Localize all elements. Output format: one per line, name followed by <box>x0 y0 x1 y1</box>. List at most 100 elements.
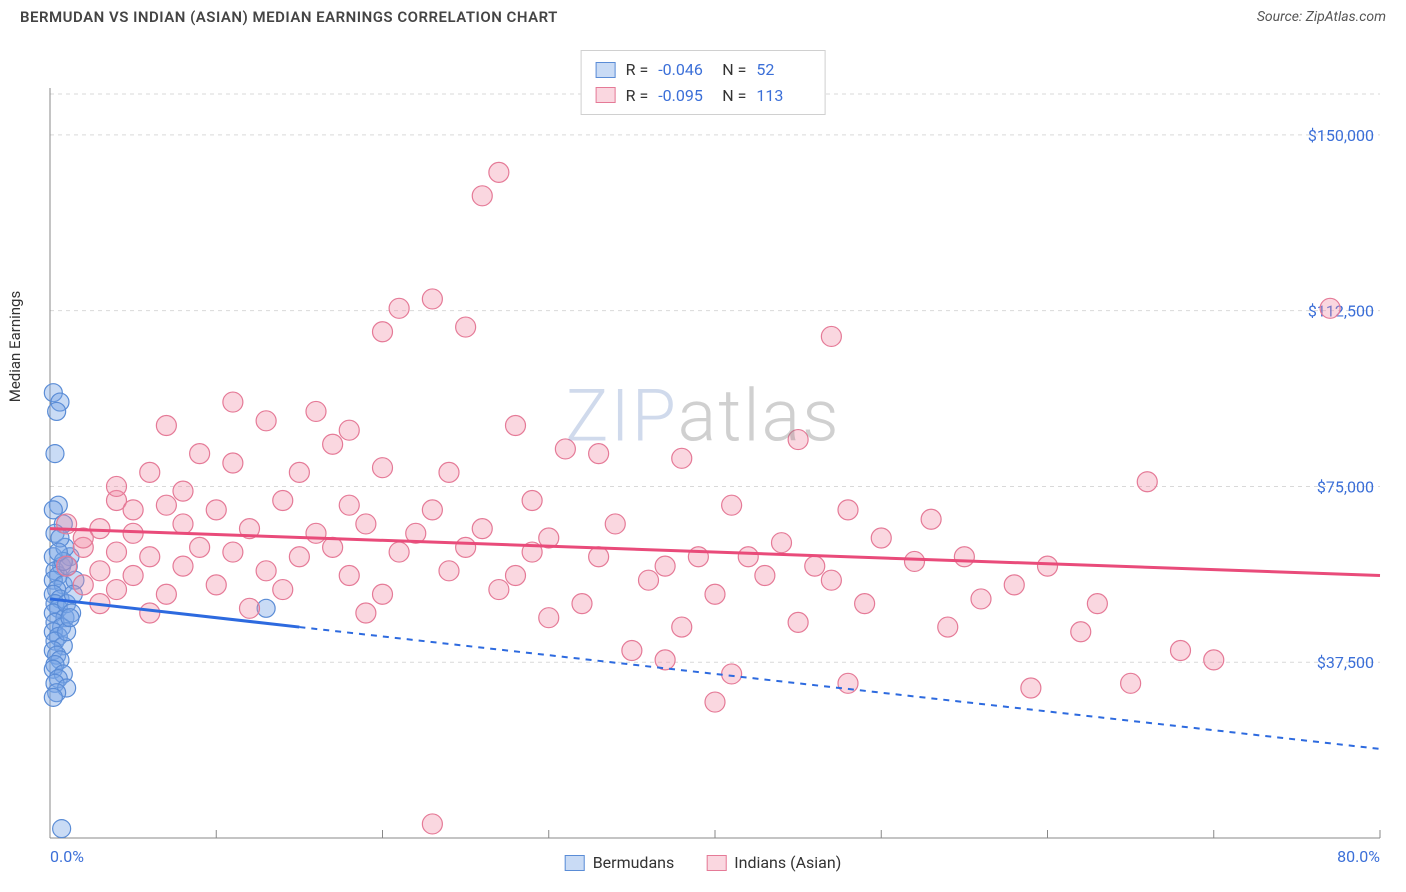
indians-point <box>339 495 359 515</box>
indians-point <box>506 566 526 586</box>
indians-point <box>539 608 559 628</box>
indians-point <box>323 537 343 557</box>
indians-point <box>905 551 925 571</box>
chart-source: Source: ZipAtlas.com <box>1257 9 1386 25</box>
indians-point <box>805 556 825 576</box>
indians-point <box>90 561 110 581</box>
indians-point <box>439 462 459 482</box>
indians-point <box>589 444 609 464</box>
indians-point <box>339 420 359 440</box>
series-legend: Bermudans Indians (Asian) <box>565 853 842 872</box>
indians-point <box>555 439 575 459</box>
legend-n-value: 113 <box>756 83 810 109</box>
indians-point <box>456 537 476 557</box>
indians-point <box>954 547 974 567</box>
legend-item-indians: Indians (Asian) <box>706 853 841 872</box>
bermudans-point <box>44 688 62 706</box>
legend-label: Bermudans <box>593 853 675 872</box>
indians-point <box>123 566 143 586</box>
indians-point <box>323 434 343 454</box>
indians-point <box>173 556 193 576</box>
indians-point <box>456 317 476 337</box>
chart-area: Median Earnings $37,500$75,000$112,500$1… <box>0 38 1406 878</box>
indians-point <box>289 462 309 482</box>
indians-point <box>788 612 808 632</box>
indians-point <box>140 462 160 482</box>
indians-point <box>123 523 143 543</box>
indians-point <box>472 186 492 206</box>
indians-point <box>306 523 326 543</box>
indians-point <box>223 392 243 412</box>
indians-point <box>1004 575 1024 595</box>
indians-point <box>373 458 393 478</box>
indians-point <box>705 692 725 712</box>
indians-point <box>422 289 442 309</box>
indians-point <box>971 589 991 609</box>
indians-point <box>755 566 775 586</box>
legend-swatch <box>596 62 616 78</box>
indians-point <box>772 533 792 553</box>
indians-point <box>605 514 625 534</box>
indians-point <box>1137 472 1157 492</box>
indians-point <box>256 411 276 431</box>
indians-point <box>373 584 393 604</box>
bermudans-point <box>48 402 66 420</box>
correlation-legend: R =-0.046N =52R =-0.095N =113 <box>581 50 826 115</box>
indians-point <box>223 453 243 473</box>
legend-item-bermudans: Bermudans <box>565 853 675 872</box>
legend-corr-row: R =-0.095N =113 <box>596 83 811 109</box>
indians-point <box>1204 650 1224 670</box>
indians-point <box>672 617 692 637</box>
indians-point <box>1121 673 1141 693</box>
indians-point <box>522 491 542 511</box>
indians-point <box>190 537 210 557</box>
indians-point <box>273 580 293 600</box>
indians-point <box>938 617 958 637</box>
indians-point <box>838 673 858 693</box>
x-tick-start: 0.0% <box>50 847 84 866</box>
y-tick-label: $112,500 <box>1308 302 1374 321</box>
indians-point <box>190 444 210 464</box>
indians-point <box>738 547 758 567</box>
indians-point <box>289 547 309 567</box>
legend-swatch <box>596 87 616 103</box>
legend-r-label: R = <box>626 83 649 109</box>
indians-point <box>871 528 891 548</box>
indians-point <box>206 575 226 595</box>
indians-point <box>389 542 409 562</box>
bermudans-point <box>61 609 79 627</box>
indians-point <box>639 570 659 590</box>
indians-point <box>73 575 93 595</box>
legend-corr-row: R =-0.046N =52 <box>596 57 811 83</box>
scatter-chart-svg: $37,500$75,000$112,500$150,0000.0%80.0% <box>0 38 1406 878</box>
indians-point <box>140 547 160 567</box>
indians-point <box>489 162 509 182</box>
indians-point <box>339 566 359 586</box>
indians-point <box>373 322 393 342</box>
indians-point <box>273 491 293 511</box>
indians-point <box>173 481 193 501</box>
indians-point <box>306 401 326 421</box>
indians-point <box>140 603 160 623</box>
indians-point <box>489 580 509 600</box>
indians-point <box>356 603 376 623</box>
indians-point <box>705 584 725 604</box>
indians-point <box>472 519 492 539</box>
bermudans-point <box>53 820 71 838</box>
indians-point <box>821 570 841 590</box>
indians-point <box>622 641 642 661</box>
indians-point <box>921 509 941 529</box>
indians-point <box>788 430 808 450</box>
indians-point <box>123 500 143 520</box>
indians-point <box>672 448 692 468</box>
indians-point <box>173 514 193 534</box>
x-tick-end: 80.0% <box>1337 847 1380 866</box>
indians-point <box>389 298 409 318</box>
y-tick-label: $75,000 <box>1317 477 1374 496</box>
indians-point <box>1038 556 1058 576</box>
bermudans-regression-extension <box>299 627 1380 749</box>
legend-n-label: N = <box>722 83 746 109</box>
indians-point <box>1171 641 1191 661</box>
indians-point <box>506 416 526 436</box>
indians-point <box>722 664 742 684</box>
